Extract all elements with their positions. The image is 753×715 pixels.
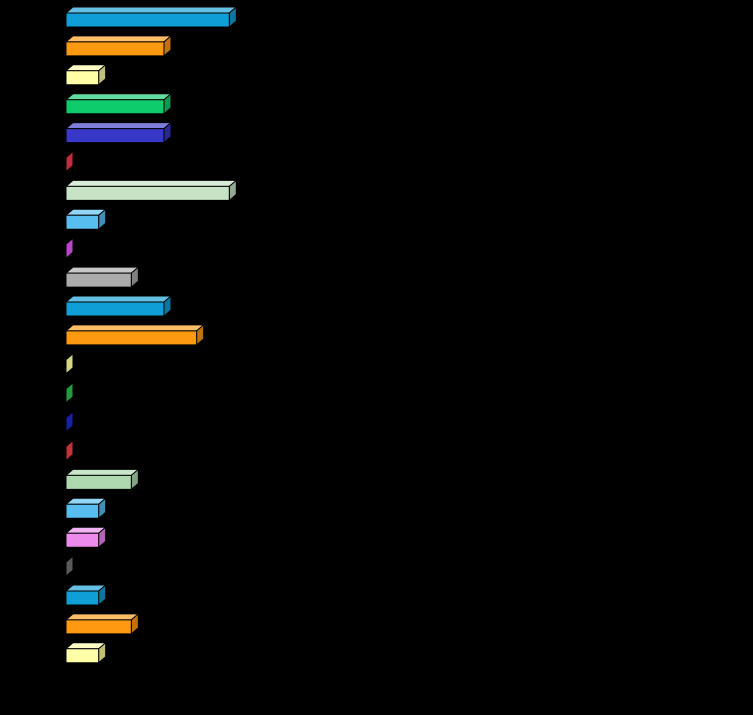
bar-row-3 [64, 63, 108, 86]
bar-row-5 [64, 121, 173, 144]
bar-row-7 [64, 179, 238, 202]
bar-row-4 [64, 92, 173, 115]
bar-row-8 [64, 208, 108, 231]
bar-row-19 [64, 526, 108, 549]
bar-top-face [64, 324, 205, 332]
bar-row-11 [64, 294, 173, 318]
bar-row-2 [64, 34, 173, 57]
bar-front-face [65, 70, 100, 86]
bar-front-face [65, 532, 100, 548]
bar-zero-sliver [65, 555, 74, 578]
bar-row-14 [65, 381, 74, 404]
bar-front-face [65, 301, 165, 317]
bar-row-20 [65, 555, 74, 578]
bar-top-face [64, 468, 140, 476]
bar-row-15 [65, 410, 74, 433]
bar-row-18 [64, 497, 108, 520]
bar-front-face [65, 185, 230, 201]
bar-row-12 [64, 323, 205, 346]
bar-front-face [65, 128, 165, 144]
bar-front-face [65, 619, 132, 635]
bar-front-face [65, 12, 230, 28]
bar-top-face [64, 35, 173, 43]
bar-zero-sliver [65, 352, 74, 375]
bar-front-face [65, 214, 100, 230]
bar-row-22 [64, 612, 140, 635]
bar-top-face [64, 295, 173, 303]
bar-zero-sliver [65, 237, 74, 260]
bar-row-6 [65, 150, 74, 173]
bar-zero-sliver [65, 150, 74, 173]
bar-row-13 [65, 352, 74, 375]
bar-zero-sliver [65, 439, 74, 462]
bar-front-face [65, 648, 100, 664]
bar-row-10 [64, 266, 140, 289]
bar-row-1 [64, 5, 238, 29]
bar-top-face [64, 179, 238, 187]
bar-top-face [64, 613, 140, 621]
bar-front-face [65, 590, 100, 606]
bar-top-face [64, 122, 173, 130]
bar-front-face [65, 474, 132, 490]
bar-row-23 [64, 641, 108, 664]
bar-front-face [65, 272, 132, 288]
bar-front-face [65, 99, 165, 115]
bar-top-face [64, 266, 140, 274]
bar-row-21 [64, 583, 108, 607]
bar-front-face [65, 503, 100, 519]
bar-front-face [65, 330, 198, 346]
bar-zero-sliver [65, 381, 74, 404]
bar-zero-sliver [65, 410, 74, 433]
bar-row-17 [64, 468, 140, 491]
bar-row-16 [65, 439, 74, 462]
bar-front-face [65, 41, 165, 57]
bar-top-face [64, 6, 238, 14]
bar-top-face [64, 93, 173, 101]
bar-row-9 [65, 237, 74, 260]
